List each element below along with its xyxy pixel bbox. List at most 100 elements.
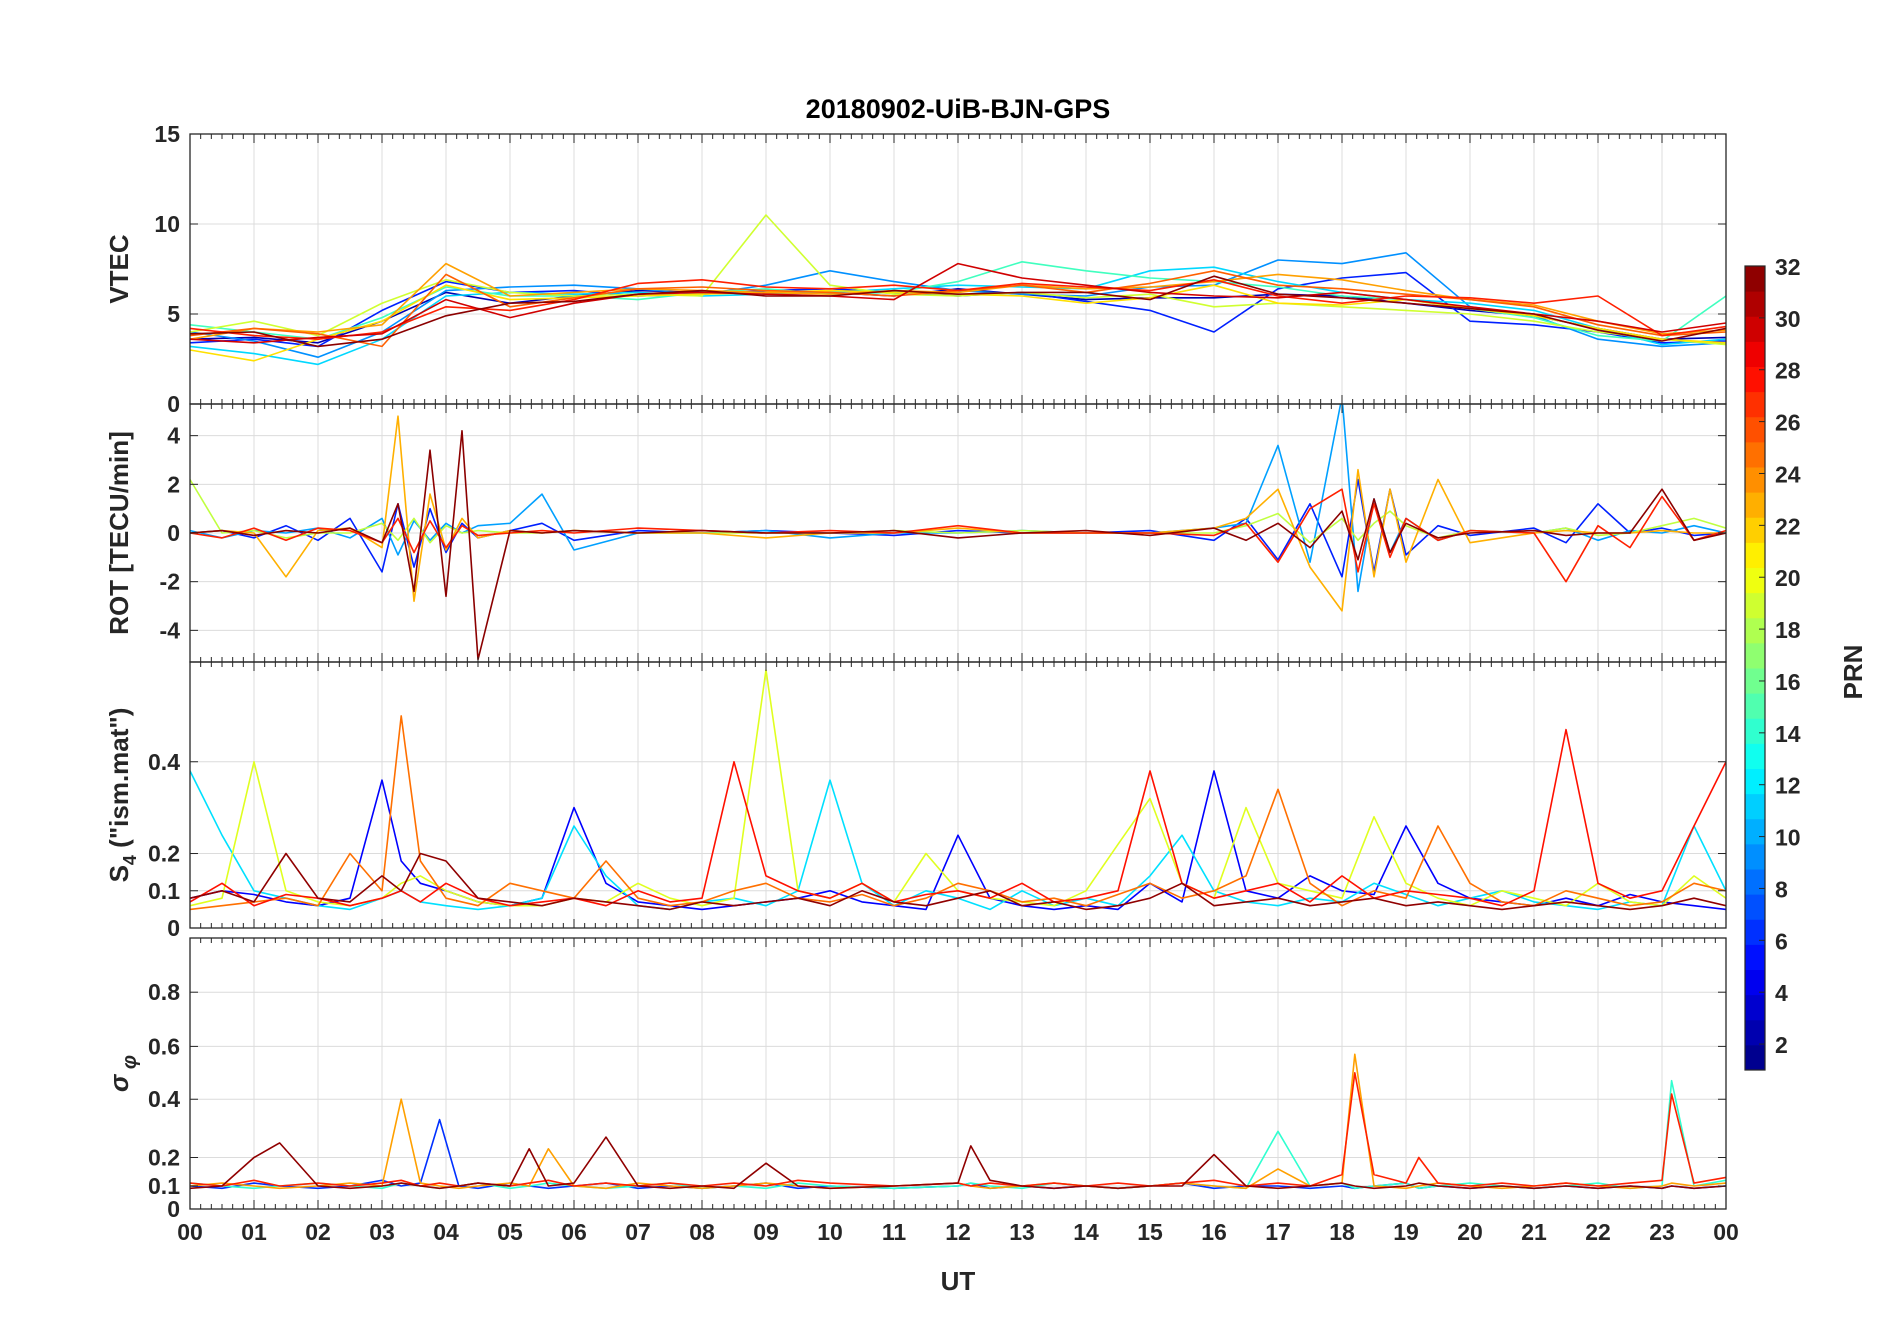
x-tick-label: 20 [1457,1219,1483,1245]
y-tick-label: 0.4 [148,749,180,775]
series-line-prn-27 [190,488,1726,583]
colorbar-segment [1745,743,1765,769]
series-line-prn-23 [190,1053,1726,1190]
colorbar-tick-label: 20 [1775,565,1801,591]
y-tick-label: 5 [167,301,180,327]
y-tick-label: 0 [167,391,180,417]
y-axis-label: ROT [TECU/min] [104,431,134,635]
y-tick-label: 15 [154,121,180,147]
series-line-prn-12 [190,770,1726,911]
x-tick-label: 00 [1713,1219,1739,1245]
series-line-prn-28 [190,728,1726,907]
colorbar-segment [1745,919,1765,945]
colorbar-tick-label: 16 [1775,669,1801,695]
series-line-prn-2 [190,288,1726,344]
colorbar-segment [1745,517,1765,543]
series-group [190,214,1726,366]
x-tick-label: 18 [1329,1219,1355,1245]
series-line-prn-31 [190,275,1726,348]
colorbar-segment [1745,843,1765,870]
x-tick-label: 10 [817,1219,843,1245]
colorbar-segment [1745,467,1765,493]
colorbar-segment [1745,441,1765,468]
colorbar-tick-label: 28 [1775,358,1801,384]
colorbar-segment [1745,492,1765,518]
x-tick-label: 14 [1073,1219,1099,1245]
x-tick-label: 15 [1137,1219,1163,1245]
x-tick-label: 00 [177,1219,203,1245]
y-axis-label: S4 ("ism.mat") [104,708,140,883]
panel-s4: 0 0.1 0.2 0.4 S4 ("ism.mat") [104,661,1727,941]
colorbar-segment [1745,969,1765,996]
colorbar-segment [1745,416,1765,443]
y-tick-label: 0.4 [148,1086,180,1112]
colorbar-tick-label: 14 [1775,721,1801,747]
x-tick-label: 07 [625,1219,651,1245]
colorbar-segment [1745,668,1765,694]
y-tick-label: 4 [167,423,180,449]
chart-title: 20180902-UiB-BJN-GPS [806,94,1111,124]
x-tick-label: 12 [945,1219,971,1245]
colorbar-segment [1745,291,1765,317]
y-tick-label: 0.2 [148,1145,180,1171]
x-tick-label: 17 [1265,1219,1291,1245]
colorbar-segment [1745,617,1765,644]
series-line-prn-12 [190,266,1726,366]
colorbar-segment [1745,266,1765,292]
series-line-prn-19 [190,214,1726,346]
series-group [190,404,1726,661]
colorbar-segment [1745,944,1765,970]
colorbar-tick-label: 4 [1775,980,1788,1006]
x-tick-label: 03 [369,1219,395,1245]
y-tick-label: -4 [160,617,181,643]
x-tick-label: 05 [497,1219,523,1245]
colorbar-tick-label: 30 [1775,306,1801,332]
colorbar-segment [1745,366,1765,393]
colorbar-segment [1745,894,1765,920]
y-tick-label: 0.6 [148,1033,180,1059]
colorbar-segment [1745,1044,1765,1071]
colorbar-segment [1745,1019,1765,1046]
panel-vtec: 0 5 10 15 VTEC [104,121,1727,417]
y-axis-label-rest: ("ism.mat") [104,708,134,855]
y-tick-label: 0.8 [148,979,180,1005]
colorbar-segment [1745,869,1765,895]
y-tick-label: 10 [154,211,180,237]
series-line-prn-31 [190,1136,1726,1190]
series-line-prn-27 [190,1072,1726,1187]
colorbar-segment [1745,793,1765,820]
colorbar-segment [1745,642,1765,669]
y-tick-label: 0.1 [148,878,180,904]
colorbar-segment [1745,693,1765,719]
y-axis-label-subscript: 4 [120,855,140,865]
colorbar-tick-label: 10 [1775,825,1801,851]
colorbar-tick-label: 24 [1775,461,1801,487]
x-tick-label: 13 [1009,1219,1035,1245]
colorbar-tick-label: 32 [1775,254,1801,280]
colorbar-segment [1745,768,1765,795]
colorbar-segment [1745,592,1765,619]
colorbar-tick-label: 8 [1775,876,1788,902]
x-tick-label: 11 [882,1219,907,1245]
x-tick-label: 21 [1521,1219,1547,1245]
y-tick-label: 0.1 [148,1173,180,1199]
series-line-prn-27 [190,279,1726,340]
y-tick-label: -2 [160,569,180,595]
x-tick-label: 06 [561,1219,587,1245]
x-axis-label: UT [941,1266,976,1296]
colorbar-tick-label: 6 [1775,928,1788,954]
x-tick-label: 01 [241,1219,267,1245]
colorbar-segment [1745,818,1765,845]
y-tick-label: 0 [167,1196,180,1222]
y-axis-label-subscript: φ [119,1055,141,1075]
series-line-prn-22 [190,415,1726,612]
panel-sigma_phi: 00.10.2 0.4 0.6 0.8 σ φ 00 01 02 03 04 05 06 07 08 09 1… [104,937,1739,1245]
x-tick-label: 19 [1393,1219,1419,1245]
colorbar-label: PRN [1838,645,1868,700]
colorbar-segment [1745,994,1765,1021]
series-line-prn-31 [190,852,1726,911]
x-tick-label: 08 [689,1219,715,1245]
